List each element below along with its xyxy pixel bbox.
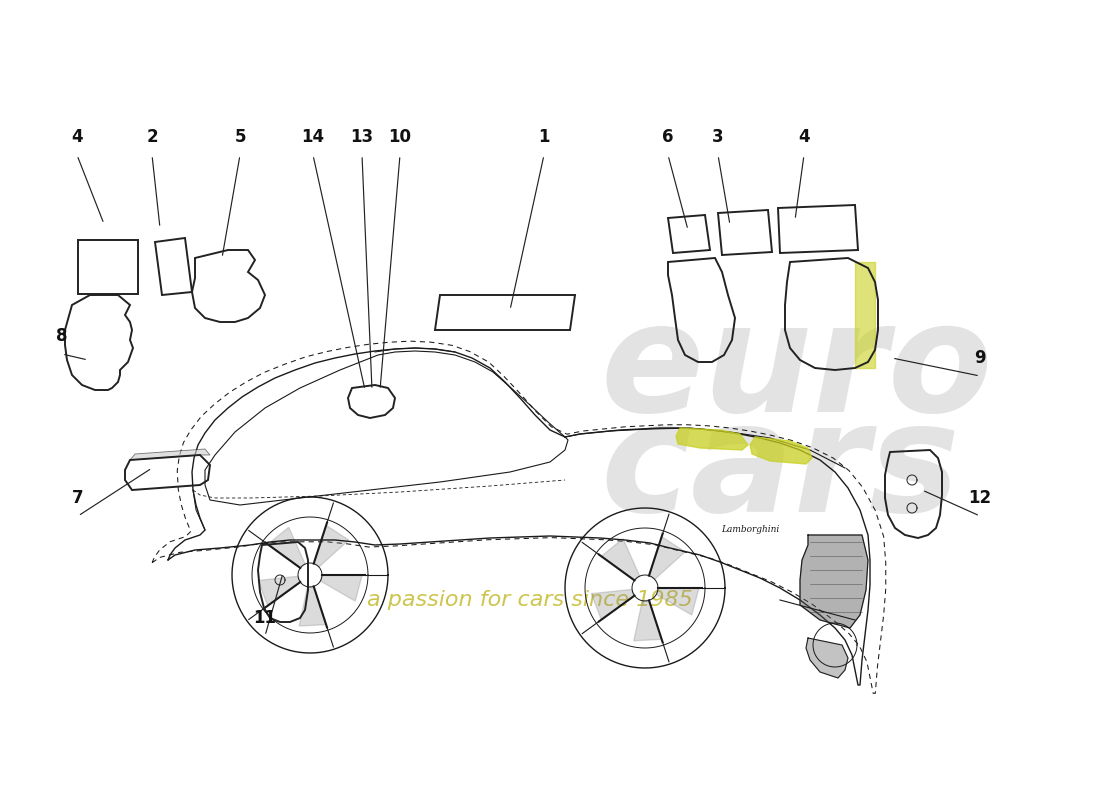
Text: 14: 14 (301, 128, 324, 146)
Text: 4: 4 (72, 128, 82, 146)
Polygon shape (800, 535, 868, 628)
Polygon shape (750, 437, 812, 464)
Text: 11: 11 (253, 609, 276, 627)
Polygon shape (258, 576, 300, 606)
Text: 10: 10 (388, 128, 411, 146)
Text: 2: 2 (146, 128, 157, 146)
Polygon shape (657, 588, 698, 615)
Text: a passion for cars since 1985: a passion for cars since 1985 (367, 590, 693, 610)
Text: 8: 8 (56, 327, 68, 345)
Polygon shape (634, 600, 662, 641)
Text: euro: euro (600, 295, 992, 445)
Polygon shape (806, 638, 848, 678)
Polygon shape (649, 537, 685, 579)
Text: cars: cars (600, 395, 960, 545)
Polygon shape (320, 575, 362, 601)
Polygon shape (676, 428, 748, 450)
Polygon shape (267, 527, 305, 568)
Text: 9: 9 (975, 349, 986, 367)
Polygon shape (130, 449, 210, 460)
Text: 5: 5 (234, 128, 245, 146)
Text: 7: 7 (73, 489, 84, 507)
Polygon shape (314, 526, 349, 567)
Text: Lamborghini: Lamborghini (720, 526, 779, 534)
Polygon shape (602, 538, 640, 580)
Text: 12: 12 (968, 489, 991, 507)
Polygon shape (299, 586, 326, 626)
Text: 4: 4 (799, 128, 810, 146)
Text: 13: 13 (351, 128, 374, 146)
Polygon shape (592, 590, 635, 620)
Text: 6: 6 (662, 128, 673, 146)
Text: 1: 1 (538, 128, 550, 146)
Text: 3: 3 (712, 128, 724, 146)
